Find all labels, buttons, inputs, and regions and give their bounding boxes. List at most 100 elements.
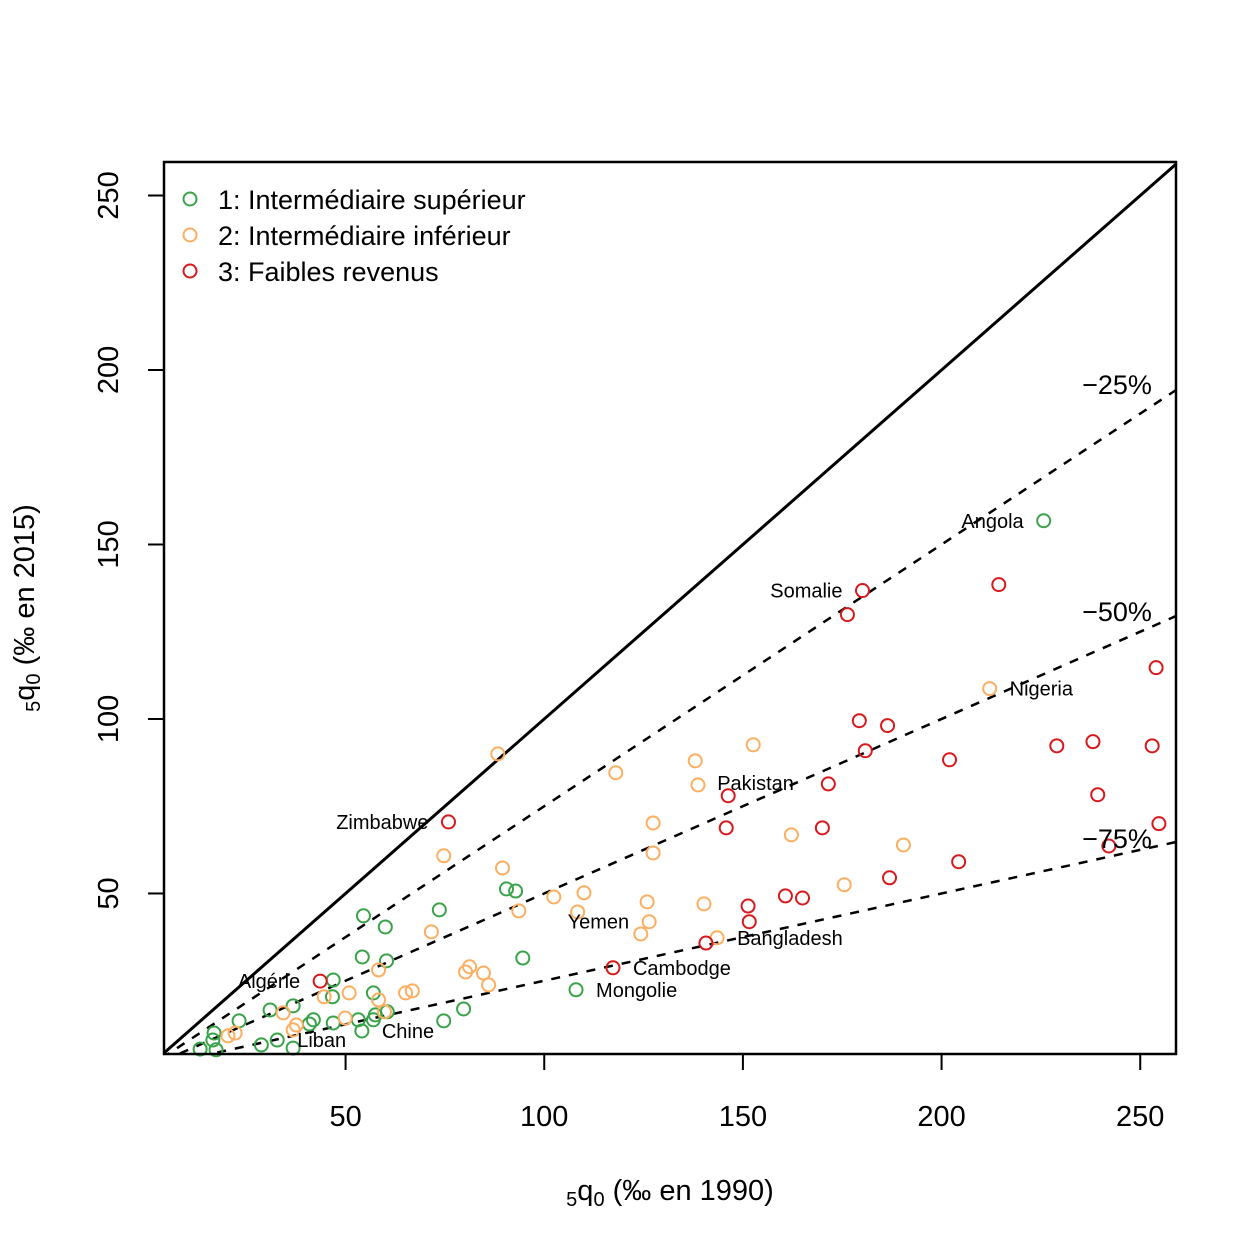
data-point-series-1 — [269, 1032, 285, 1048]
reference-line-label: −25% — [1082, 370, 1152, 400]
x-tick-label: 150 — [719, 1101, 767, 1133]
legend: 1: Intermédiaire supérieur 2: Intermédiai… — [182, 185, 526, 287]
y-axis-title: 5q0 (‰ en 2015) — [9, 504, 45, 712]
data-point-series-2 — [490, 746, 506, 762]
reference-line-label: −50% — [1082, 597, 1152, 627]
data-point-series-1 — [325, 972, 341, 988]
data-point-series-3 — [1148, 660, 1164, 676]
annotation-label: Pakistan — [717, 773, 794, 795]
reference-lines — [164, 162, 1176, 1054]
data-point-series-3 — [882, 870, 898, 886]
data-point-series-1 — [354, 949, 370, 965]
annotation-label: Algérie — [238, 971, 300, 993]
legend-label: 1: Intermédiaire supérieur — [218, 185, 526, 215]
legend-label: 3: Faibles revenus — [218, 257, 439, 287]
data-point-series-2 — [836, 877, 852, 893]
y-tick-label: 200 — [93, 346, 125, 394]
data-point-series-2 — [696, 896, 712, 912]
y-tick-label: 150 — [93, 520, 125, 568]
data-point-series-1 — [206, 1025, 222, 1041]
legend-label: 2: Intermédiaire inférieur — [218, 221, 511, 251]
x-axis-title: 5q0 (‰ en 1990) — [566, 1175, 774, 1211]
data-point-series-3 — [857, 743, 873, 759]
data-point-series-3 — [839, 607, 855, 623]
data-point-series-3 — [951, 854, 967, 870]
data-point-series-1 — [305, 1012, 321, 1028]
x-axis: 50 100 150 200 250 — [329, 1053, 1164, 1133]
annotation-label: Angola — [961, 511, 1024, 533]
data-point-series-3 — [851, 713, 867, 729]
y-tick-label: 50 — [93, 877, 125, 909]
data-point-series-2 — [227, 1025, 243, 1041]
data-point-series-2 — [404, 983, 420, 999]
data-point-series-3 — [1090, 787, 1106, 803]
reference-line-label: −75% — [1082, 824, 1152, 854]
data-point-series-1 — [379, 953, 395, 969]
y-axis: 50 100 150 200 250 — [93, 171, 164, 910]
data-point-series-3 — [1049, 738, 1065, 754]
annotation-label: Zimbabwe — [336, 812, 428, 834]
data-point-series-2 — [371, 992, 387, 1008]
data-point-series-1 — [205, 1032, 221, 1048]
data-point-series-3 — [740, 898, 756, 914]
data-point-series-2 — [511, 903, 527, 919]
reference-line-2 — [175, 614, 1176, 1054]
annotation-label: Somalie — [770, 581, 842, 603]
data-point-series-2 — [639, 894, 655, 910]
data-point-series-1 — [377, 919, 393, 935]
data-point-series-3 — [605, 960, 621, 976]
data-point-series-2 — [371, 962, 387, 978]
data-point-series-3 — [814, 820, 830, 836]
data-point-series-1 — [508, 883, 524, 899]
legend-marker — [182, 191, 198, 207]
data-point-series-2 — [687, 753, 703, 769]
annotation-label: Nigeria — [1010, 679, 1074, 701]
data-point-series-1 — [324, 989, 340, 1005]
data-point-series-2 — [982, 681, 998, 697]
data-point-series-2 — [783, 827, 799, 843]
data-point-series-2 — [645, 845, 661, 861]
data-point-series-2 — [633, 926, 649, 942]
data-point-series-3 — [718, 820, 734, 836]
data-point-series-3 — [440, 814, 456, 830]
data-point-series-3 — [820, 776, 836, 792]
annotation-label: Mongolie — [596, 980, 677, 1002]
data-point-series-2 — [641, 914, 657, 930]
data-point-series-1 — [231, 1013, 247, 1029]
x-tick-label: 200 — [917, 1101, 965, 1133]
data-point-series-2 — [462, 959, 478, 975]
x-tick-label: 50 — [329, 1101, 361, 1133]
data-point-series-2 — [423, 924, 439, 940]
data-point-series-3 — [312, 973, 328, 989]
data-point-series-2 — [377, 1004, 393, 1020]
data-point-series-3 — [880, 718, 896, 734]
data-point-series-1 — [1036, 513, 1052, 529]
data-point-series-1 — [568, 982, 584, 998]
data-point-series-3 — [942, 752, 958, 768]
reference-line-labels: −25% −50% −75% — [1082, 370, 1152, 854]
legend-marker — [182, 227, 198, 243]
data-point-series-2 — [220, 1028, 236, 1044]
annotation-label: Yemen — [568, 912, 630, 934]
data-point-series-2 — [436, 848, 452, 864]
data-point-series-3 — [1151, 816, 1167, 832]
data-point-series-1 — [436, 1013, 452, 1029]
data-point-series-1 — [456, 1001, 472, 1017]
data-point-series-1 — [515, 950, 531, 966]
data-point-series-2 — [576, 885, 592, 901]
data-point-series-1 — [208, 1042, 224, 1058]
data-point-series-1 — [354, 1023, 370, 1039]
data-point-series-2 — [316, 989, 332, 1005]
data-point-series-3 — [855, 583, 871, 599]
annotation-label: Chine — [382, 1021, 434, 1043]
data-point-series-1 — [253, 1037, 269, 1053]
data-point-series-3 — [741, 914, 757, 930]
data-point-series-2 — [481, 977, 497, 993]
data-point-series-3 — [1101, 838, 1117, 854]
reference-line-1 — [165, 388, 1176, 1054]
data-point-series-3 — [795, 890, 811, 906]
data-point-series-1 — [365, 1012, 381, 1028]
data-point-series-1 — [285, 998, 301, 1014]
data-point-series-2 — [398, 985, 414, 1001]
data-point-series-3 — [1085, 734, 1101, 750]
